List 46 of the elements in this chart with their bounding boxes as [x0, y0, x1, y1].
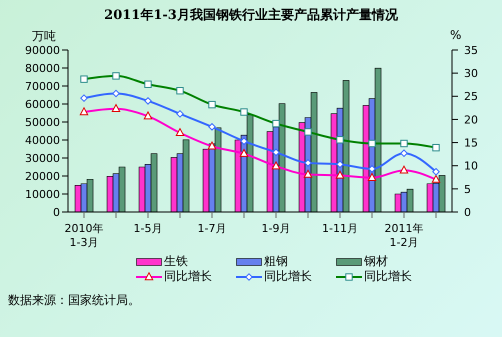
y-tick-label: 80000: [25, 62, 60, 75]
x-tick-label: 2010年 1-3月: [64, 222, 104, 249]
point: [208, 123, 216, 131]
chart-title: 2011年1-3月我国钢铁行业主要产品累计产量情况: [103, 6, 399, 24]
point: [304, 159, 312, 167]
legend-label: 同比增长: [164, 268, 212, 285]
point: [400, 150, 408, 157]
x-tick-label: 1-7月: [198, 222, 226, 235]
point: [112, 90, 120, 98]
legend-label: 生铁: [164, 253, 188, 270]
y-tick-label: 0: [53, 206, 60, 219]
y-tick-label: 30000: [25, 152, 60, 165]
y2-tick-label: 15: [464, 136, 478, 150]
x-tick-label: 2011年 1-2月: [384, 222, 424, 249]
y-tick-label: 50000: [25, 116, 60, 129]
y2-tick-label: 25: [464, 90, 478, 104]
y-axis-title: 万吨: [32, 28, 56, 45]
y-tick-label: 20000: [25, 170, 60, 183]
point: [336, 160, 344, 168]
point: [368, 165, 376, 173]
point: [272, 148, 280, 156]
source-note: 数据来源：国家统计局。: [8, 292, 141, 309]
y2-tick-label: 5: [464, 182, 471, 196]
point: [176, 110, 184, 118]
y2-tick-label: 20: [464, 113, 478, 126]
y2-tick-label: 30: [464, 67, 478, 80]
y-tick-label: 40000: [25, 134, 60, 147]
y2-tick-label: 10: [464, 160, 478, 173]
x-tick-label: 1-5月: [134, 222, 162, 235]
legend-label: 粗钢: [264, 253, 288, 270]
y2-tick-label: 0: [464, 206, 471, 219]
point: [80, 94, 88, 102]
y-tick-label: 60000: [25, 98, 60, 111]
point: [432, 168, 440, 176]
y-tick-label: 10000: [25, 188, 60, 201]
point: [240, 137, 248, 145]
y2-tick-label: 35: [464, 44, 478, 57]
x-tick-label: 1-11月: [322, 222, 358, 235]
legend-label: 钢材: [364, 253, 388, 270]
y-tick-label: 70000: [25, 80, 60, 93]
point: [144, 97, 152, 105]
legend-label: 同比增长: [364, 268, 412, 285]
y-tick-label: 90000: [25, 44, 60, 57]
x-tick-label: 1-9月: [262, 222, 290, 235]
y2-axis-title: %: [450, 28, 462, 42]
legend-label: 同比增长: [264, 268, 312, 285]
